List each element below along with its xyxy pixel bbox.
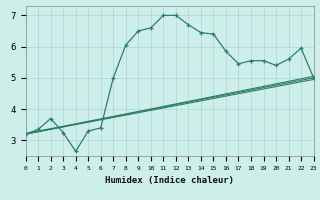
X-axis label: Humidex (Indice chaleur): Humidex (Indice chaleur) (105, 176, 234, 185)
